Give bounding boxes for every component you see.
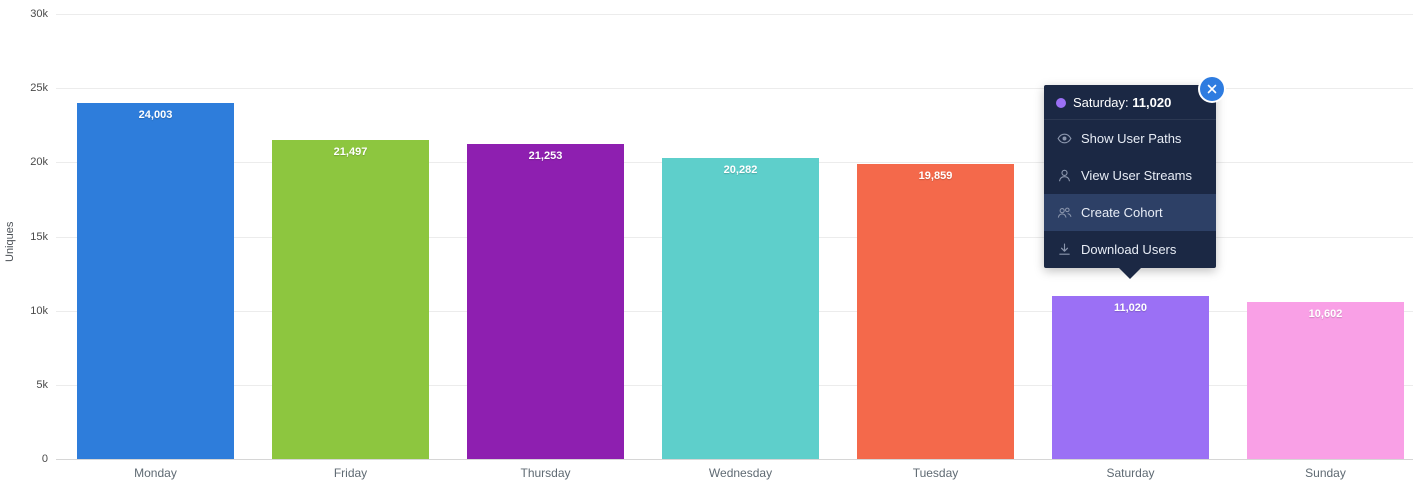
y-tick-label: 25k (30, 82, 48, 95)
x-axis-label-monday: Monday (134, 466, 177, 480)
tooltip-value: 11,020 (1132, 95, 1172, 110)
bar-monday[interactable]: 24,003 (77, 102, 234, 459)
download-icon (1056, 242, 1072, 258)
tooltip-pointer (1119, 268, 1141, 279)
bar-saturday[interactable]: 11,020 (1052, 295, 1209, 459)
x-axis-label-wednesday: Wednesday (708, 466, 773, 480)
tooltip-series-label: Saturday: (1073, 95, 1129, 110)
menu-item-label: Download Users (1081, 242, 1177, 257)
menu-item-view-user-streams[interactable]: View User Streams (1044, 157, 1216, 194)
tooltip-menu: Show User Paths View User Streams Create C… (1044, 120, 1216, 268)
gridline (56, 459, 1413, 460)
tooltip-title: Saturday: 11,020 (1073, 95, 1171, 110)
bar-tooltip: Saturday: 11,020 Show User Paths View Use… (1044, 85, 1216, 279)
series-color-dot (1056, 97, 1066, 108)
y-tick-label: 0 (41, 453, 48, 465)
gridline (56, 88, 1413, 90)
bar-tuesday[interactable]: 19,859 (857, 164, 1014, 459)
bar-friday[interactable]: 21,497 (272, 140, 429, 459)
tooltip-header: Saturday: 11,020 (1044, 85, 1216, 120)
bar-value-label: 24,003 (138, 108, 173, 121)
y-tick-label: 5k (36, 378, 48, 391)
bar-sunday[interactable]: 10,602 (1247, 301, 1404, 459)
bar-thursday[interactable]: 21,253 (467, 143, 624, 459)
user-icon (1056, 168, 1072, 184)
bar-wednesday[interactable]: 20,282 (662, 158, 819, 459)
eye-icon (1056, 131, 1072, 147)
menu-item-label: View User Streams (1081, 168, 1193, 183)
bar-value-label: 21,497 (333, 146, 368, 159)
x-axis-label-saturday: Saturday (1106, 466, 1155, 480)
x-axis-label-friday: Friday (333, 466, 368, 480)
menu-item-label: Create Cohort (1081, 205, 1163, 220)
tooltip-close-button[interactable] (1200, 77, 1224, 101)
bar-value-label: 10,602 (1308, 307, 1343, 320)
y-tick-label: 20k (30, 156, 48, 169)
menu-item-show-user-paths[interactable]: Show User Paths (1044, 120, 1216, 157)
users-icon (1056, 205, 1072, 221)
y-tick-label: 10k (30, 304, 48, 317)
menu-item-label: Show User Paths (1081, 131, 1182, 146)
y-tick-label: 30k (30, 8, 48, 20)
x-axis-label-thursday: Thursday (520, 466, 571, 480)
x-axis-label-tuesday: Tuesday (912, 466, 959, 480)
close-icon (1207, 84, 1217, 94)
menu-item-download-users[interactable]: Download Users (1044, 231, 1216, 268)
x-axis-label-sunday: Sunday (1305, 466, 1346, 480)
bar-value-label: 19,859 (918, 170, 953, 183)
bar-value-label: 21,253 (528, 149, 563, 162)
bar-value-label: 20,282 (723, 164, 758, 177)
gridline (56, 14, 1413, 15)
menu-item-create-cohort[interactable]: Create Cohort (1044, 194, 1216, 231)
y-tick-label: 15k (30, 230, 48, 243)
bar-value-label: 11,020 (1113, 301, 1148, 314)
